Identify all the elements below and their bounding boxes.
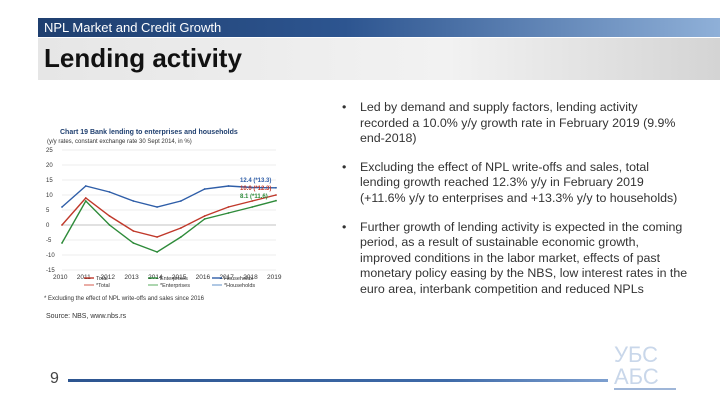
end-value-label: 8.1 (*11.6) — [240, 194, 268, 200]
data-point — [108, 224, 111, 226]
legend-label: *Households — [224, 283, 255, 289]
data-point — [179, 227, 182, 229]
legend-label: *Total — [96, 283, 110, 289]
bullet-text: Excluding the effect of NPL write-offs a… — [360, 159, 678, 205]
bullet-text: Further growth of lending activity is ex… — [360, 219, 688, 296]
series-line-total — [61, 194, 277, 238]
bullet-marker: • — [342, 100, 347, 114]
x-tick-label: 2016 — [196, 274, 211, 281]
x-tick-label: 2012 — [101, 274, 116, 281]
data-point — [203, 215, 206, 217]
chart-footnote: * Excluding the effect of NPL write-offs… — [44, 296, 205, 302]
bullet-marker: • — [342, 219, 347, 234]
data-point — [251, 206, 254, 208]
legend-label: Total — [96, 276, 108, 282]
x-tick-label: 2010 — [53, 274, 68, 281]
page-title: Lending activity — [44, 43, 242, 73]
y-tick-label: 10 — [46, 193, 53, 199]
series-line-households — [61, 185, 277, 208]
y-tick-label: -15 — [46, 268, 55, 274]
end-value-label: 12.4 (*13.3) — [240, 178, 271, 184]
data-point — [156, 236, 159, 238]
data-point — [84, 200, 87, 202]
legend-label: Households — [224, 276, 253, 282]
data-point — [132, 200, 135, 202]
data-point — [179, 200, 182, 202]
title-bar: Lending activity — [38, 38, 720, 80]
data-point — [61, 206, 63, 208]
footer-rule — [68, 379, 608, 382]
data-point — [275, 199, 277, 202]
legend-label: *Enterprises — [160, 283, 190, 289]
y-tick-label: -5 — [46, 238, 52, 244]
data-point — [179, 236, 182, 238]
data-point — [251, 200, 254, 202]
data-point — [132, 242, 135, 244]
x-tick-label: 2013 — [124, 274, 139, 281]
data-point — [108, 215, 111, 217]
source-note: Source: NBS, www.nbs.rs — [46, 313, 127, 320]
y-tick-label: 0 — [46, 223, 50, 229]
chart-subtitle: (y/y rates, constant exchange rate 30 Se… — [47, 139, 192, 145]
data-point — [203, 188, 206, 190]
data-point — [61, 224, 63, 226]
x-tick-label: 2017 — [219, 274, 234, 281]
ubs-logo: УБС АБС — [614, 342, 676, 390]
end-value-label: 10.0 (*12.3) — [240, 186, 271, 192]
page-number: 9 — [50, 370, 59, 387]
section-header-bar: NPL Market and Credit Growth — [38, 18, 720, 37]
data-point — [61, 242, 63, 244]
data-point — [132, 230, 135, 232]
y-tick-label: 20 — [46, 163, 53, 169]
x-tick-label: 2011 — [77, 274, 91, 281]
data-point — [227, 212, 230, 214]
data-point — [84, 185, 87, 187]
series-line-enterprises — [61, 199, 277, 253]
bullet-marker: • — [342, 159, 347, 174]
bullet-item: • Further growth of lending activity is e… — [338, 220, 688, 298]
y-tick-label: -10 — [46, 253, 55, 259]
data-point — [108, 191, 111, 193]
x-tick-label: 2019 — [267, 274, 282, 281]
logo-bottom-text: АБС — [614, 364, 659, 389]
bullet-list: • Led by demand and supply factors, lendi… — [338, 100, 688, 311]
data-point — [84, 197, 87, 199]
bullet-item: • Led by demand and supply factors, lendi… — [338, 100, 688, 147]
x-tick-label: 2015 — [172, 274, 187, 281]
data-point — [227, 185, 230, 187]
y-tick-label: 15 — [46, 178, 53, 184]
data-point — [251, 186, 254, 189]
data-point — [227, 206, 230, 208]
bullet-item: • Excluding the effect of NPL write-offs … — [338, 160, 688, 207]
data-point — [156, 206, 159, 208]
section-title: NPL Market and Credit Growth — [44, 20, 222, 35]
data-point — [275, 194, 277, 196]
logo-top-text: УБС — [614, 342, 658, 367]
data-point — [156, 251, 159, 253]
chart-title: Chart 19 Bank lending to enterprises and… — [60, 129, 238, 136]
x-tick-label: 2018 — [243, 274, 258, 281]
bullet-text: Led by demand and supply factors, lendin… — [360, 100, 676, 146]
data-point — [275, 186, 277, 189]
data-point — [203, 218, 206, 220]
y-tick-label: 25 — [46, 148, 53, 154]
lending-chart: Chart 19 Bank lending to enterprises and… — [44, 122, 296, 306]
logo-stripe — [614, 388, 676, 390]
y-tick-label: 5 — [46, 208, 50, 214]
legend-label: Enterprises — [160, 276, 188, 282]
